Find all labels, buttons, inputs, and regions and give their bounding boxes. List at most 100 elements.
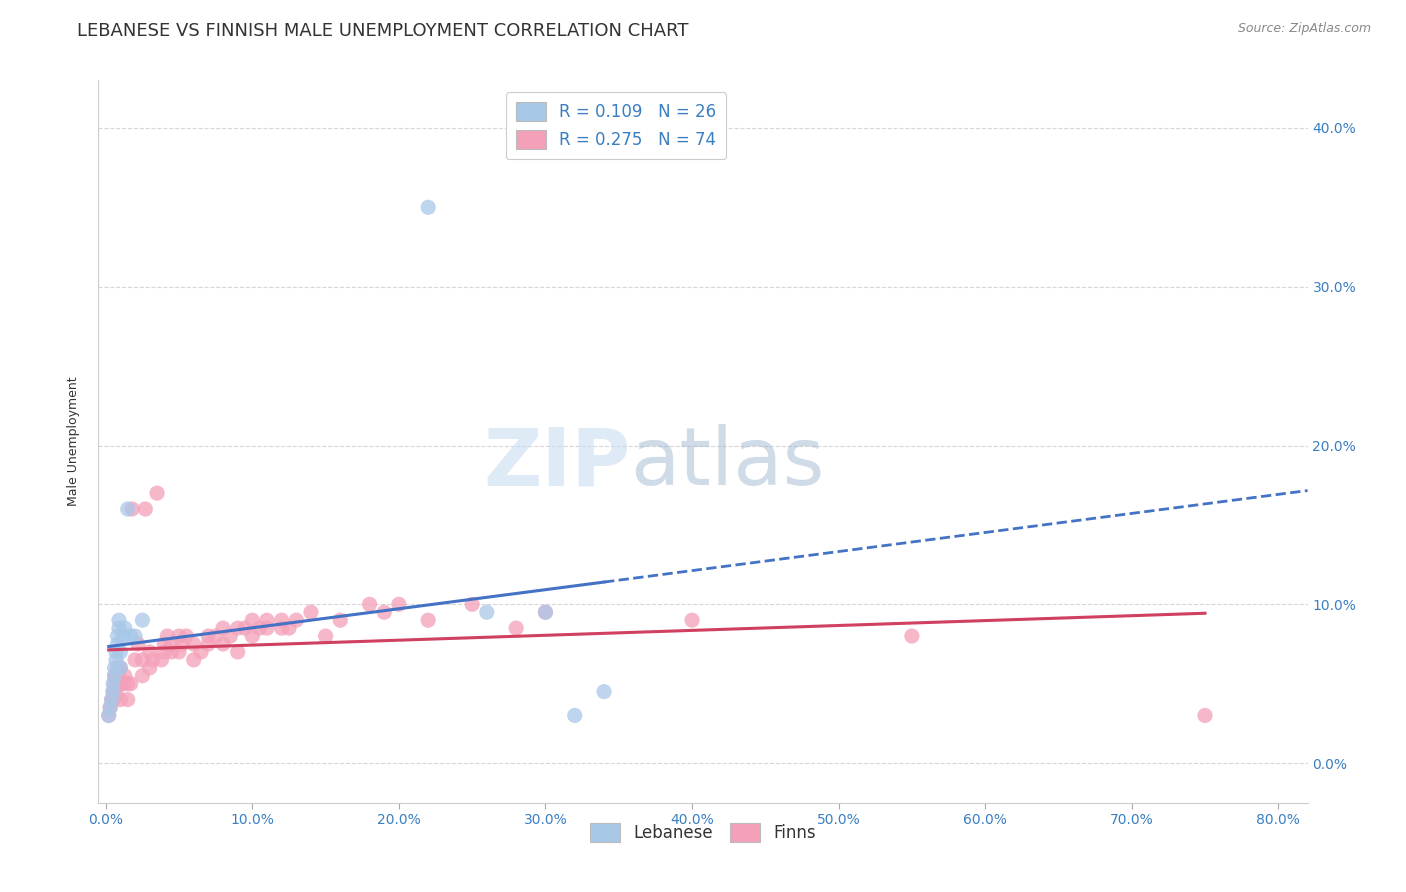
Point bbox=[359, 597, 381, 611]
Y-axis label: Male Unemployment: Male Unemployment bbox=[66, 376, 80, 507]
Point bbox=[98, 700, 121, 714]
Point bbox=[105, 645, 128, 659]
Point bbox=[146, 486, 169, 500]
Point bbox=[138, 661, 160, 675]
Point bbox=[131, 653, 153, 667]
Point bbox=[110, 676, 132, 690]
Point bbox=[270, 621, 292, 635]
Point bbox=[373, 605, 395, 619]
Point bbox=[110, 645, 132, 659]
Point bbox=[112, 676, 135, 690]
Point bbox=[1194, 708, 1216, 723]
Point bbox=[138, 645, 160, 659]
Point bbox=[110, 661, 132, 675]
Point bbox=[475, 605, 498, 619]
Point bbox=[240, 613, 263, 627]
Text: ZIP: ZIP bbox=[484, 425, 630, 502]
Point bbox=[315, 629, 337, 643]
Point bbox=[167, 645, 190, 659]
Point bbox=[100, 692, 122, 706]
Point bbox=[124, 653, 146, 667]
Point bbox=[97, 708, 120, 723]
Point bbox=[212, 637, 235, 651]
Point bbox=[105, 669, 128, 683]
Point bbox=[183, 653, 205, 667]
Point bbox=[299, 605, 322, 619]
Point bbox=[285, 613, 308, 627]
Point bbox=[101, 684, 124, 698]
Point bbox=[100, 692, 122, 706]
Point bbox=[212, 621, 235, 635]
Point bbox=[219, 629, 242, 643]
Point bbox=[153, 637, 176, 651]
Point bbox=[418, 613, 440, 627]
Point bbox=[505, 621, 527, 635]
Text: LEBANESE VS FINNISH MALE UNEMPLOYMENT CORRELATION CHART: LEBANESE VS FINNISH MALE UNEMPLOYMENT CO… bbox=[77, 22, 689, 40]
Point bbox=[107, 661, 129, 675]
Point bbox=[183, 637, 205, 651]
Point bbox=[121, 502, 143, 516]
Point bbox=[120, 629, 142, 643]
Point bbox=[240, 629, 263, 643]
Point bbox=[112, 629, 135, 643]
Point bbox=[160, 645, 183, 659]
Point bbox=[901, 629, 924, 643]
Point bbox=[103, 676, 125, 690]
Point bbox=[418, 200, 440, 214]
Point bbox=[117, 502, 139, 516]
Text: atlas: atlas bbox=[630, 425, 825, 502]
Point bbox=[131, 669, 153, 683]
Point bbox=[110, 692, 132, 706]
Point bbox=[108, 621, 131, 635]
Point bbox=[233, 621, 256, 635]
Point bbox=[197, 637, 219, 651]
Point bbox=[190, 645, 212, 659]
Point bbox=[107, 637, 129, 651]
Point bbox=[110, 661, 132, 675]
Point bbox=[681, 613, 703, 627]
Point bbox=[134, 502, 156, 516]
Point bbox=[97, 708, 120, 723]
Point bbox=[534, 605, 557, 619]
Point bbox=[593, 684, 616, 698]
Point bbox=[256, 621, 278, 635]
Point bbox=[150, 653, 173, 667]
Point bbox=[117, 676, 139, 690]
Point bbox=[329, 613, 352, 627]
Point bbox=[388, 597, 411, 611]
Point bbox=[197, 629, 219, 643]
Point bbox=[142, 653, 165, 667]
Point bbox=[160, 637, 183, 651]
Legend: Lebanese, Finns: Lebanese, Finns bbox=[583, 816, 823, 848]
Point bbox=[176, 629, 198, 643]
Point bbox=[117, 692, 139, 706]
Point bbox=[170, 637, 193, 651]
Point bbox=[98, 700, 121, 714]
Point bbox=[101, 692, 124, 706]
Point bbox=[278, 621, 301, 635]
Point bbox=[108, 613, 131, 627]
Point bbox=[120, 676, 142, 690]
Point bbox=[101, 684, 124, 698]
Point bbox=[564, 708, 586, 723]
Point bbox=[101, 676, 124, 690]
Point bbox=[114, 621, 136, 635]
Point bbox=[226, 645, 249, 659]
Point bbox=[256, 613, 278, 627]
Point bbox=[534, 605, 557, 619]
Point bbox=[103, 669, 125, 683]
Point bbox=[204, 629, 226, 643]
Point bbox=[114, 669, 136, 683]
Point bbox=[127, 637, 149, 651]
Point bbox=[226, 621, 249, 635]
Point bbox=[107, 676, 129, 690]
Point bbox=[105, 684, 128, 698]
Point bbox=[103, 661, 125, 675]
Point bbox=[153, 645, 176, 659]
Point bbox=[156, 629, 179, 643]
Point bbox=[131, 613, 153, 627]
Point bbox=[461, 597, 484, 611]
Point bbox=[124, 629, 146, 643]
Text: Source: ZipAtlas.com: Source: ZipAtlas.com bbox=[1237, 22, 1371, 36]
Point bbox=[107, 629, 129, 643]
